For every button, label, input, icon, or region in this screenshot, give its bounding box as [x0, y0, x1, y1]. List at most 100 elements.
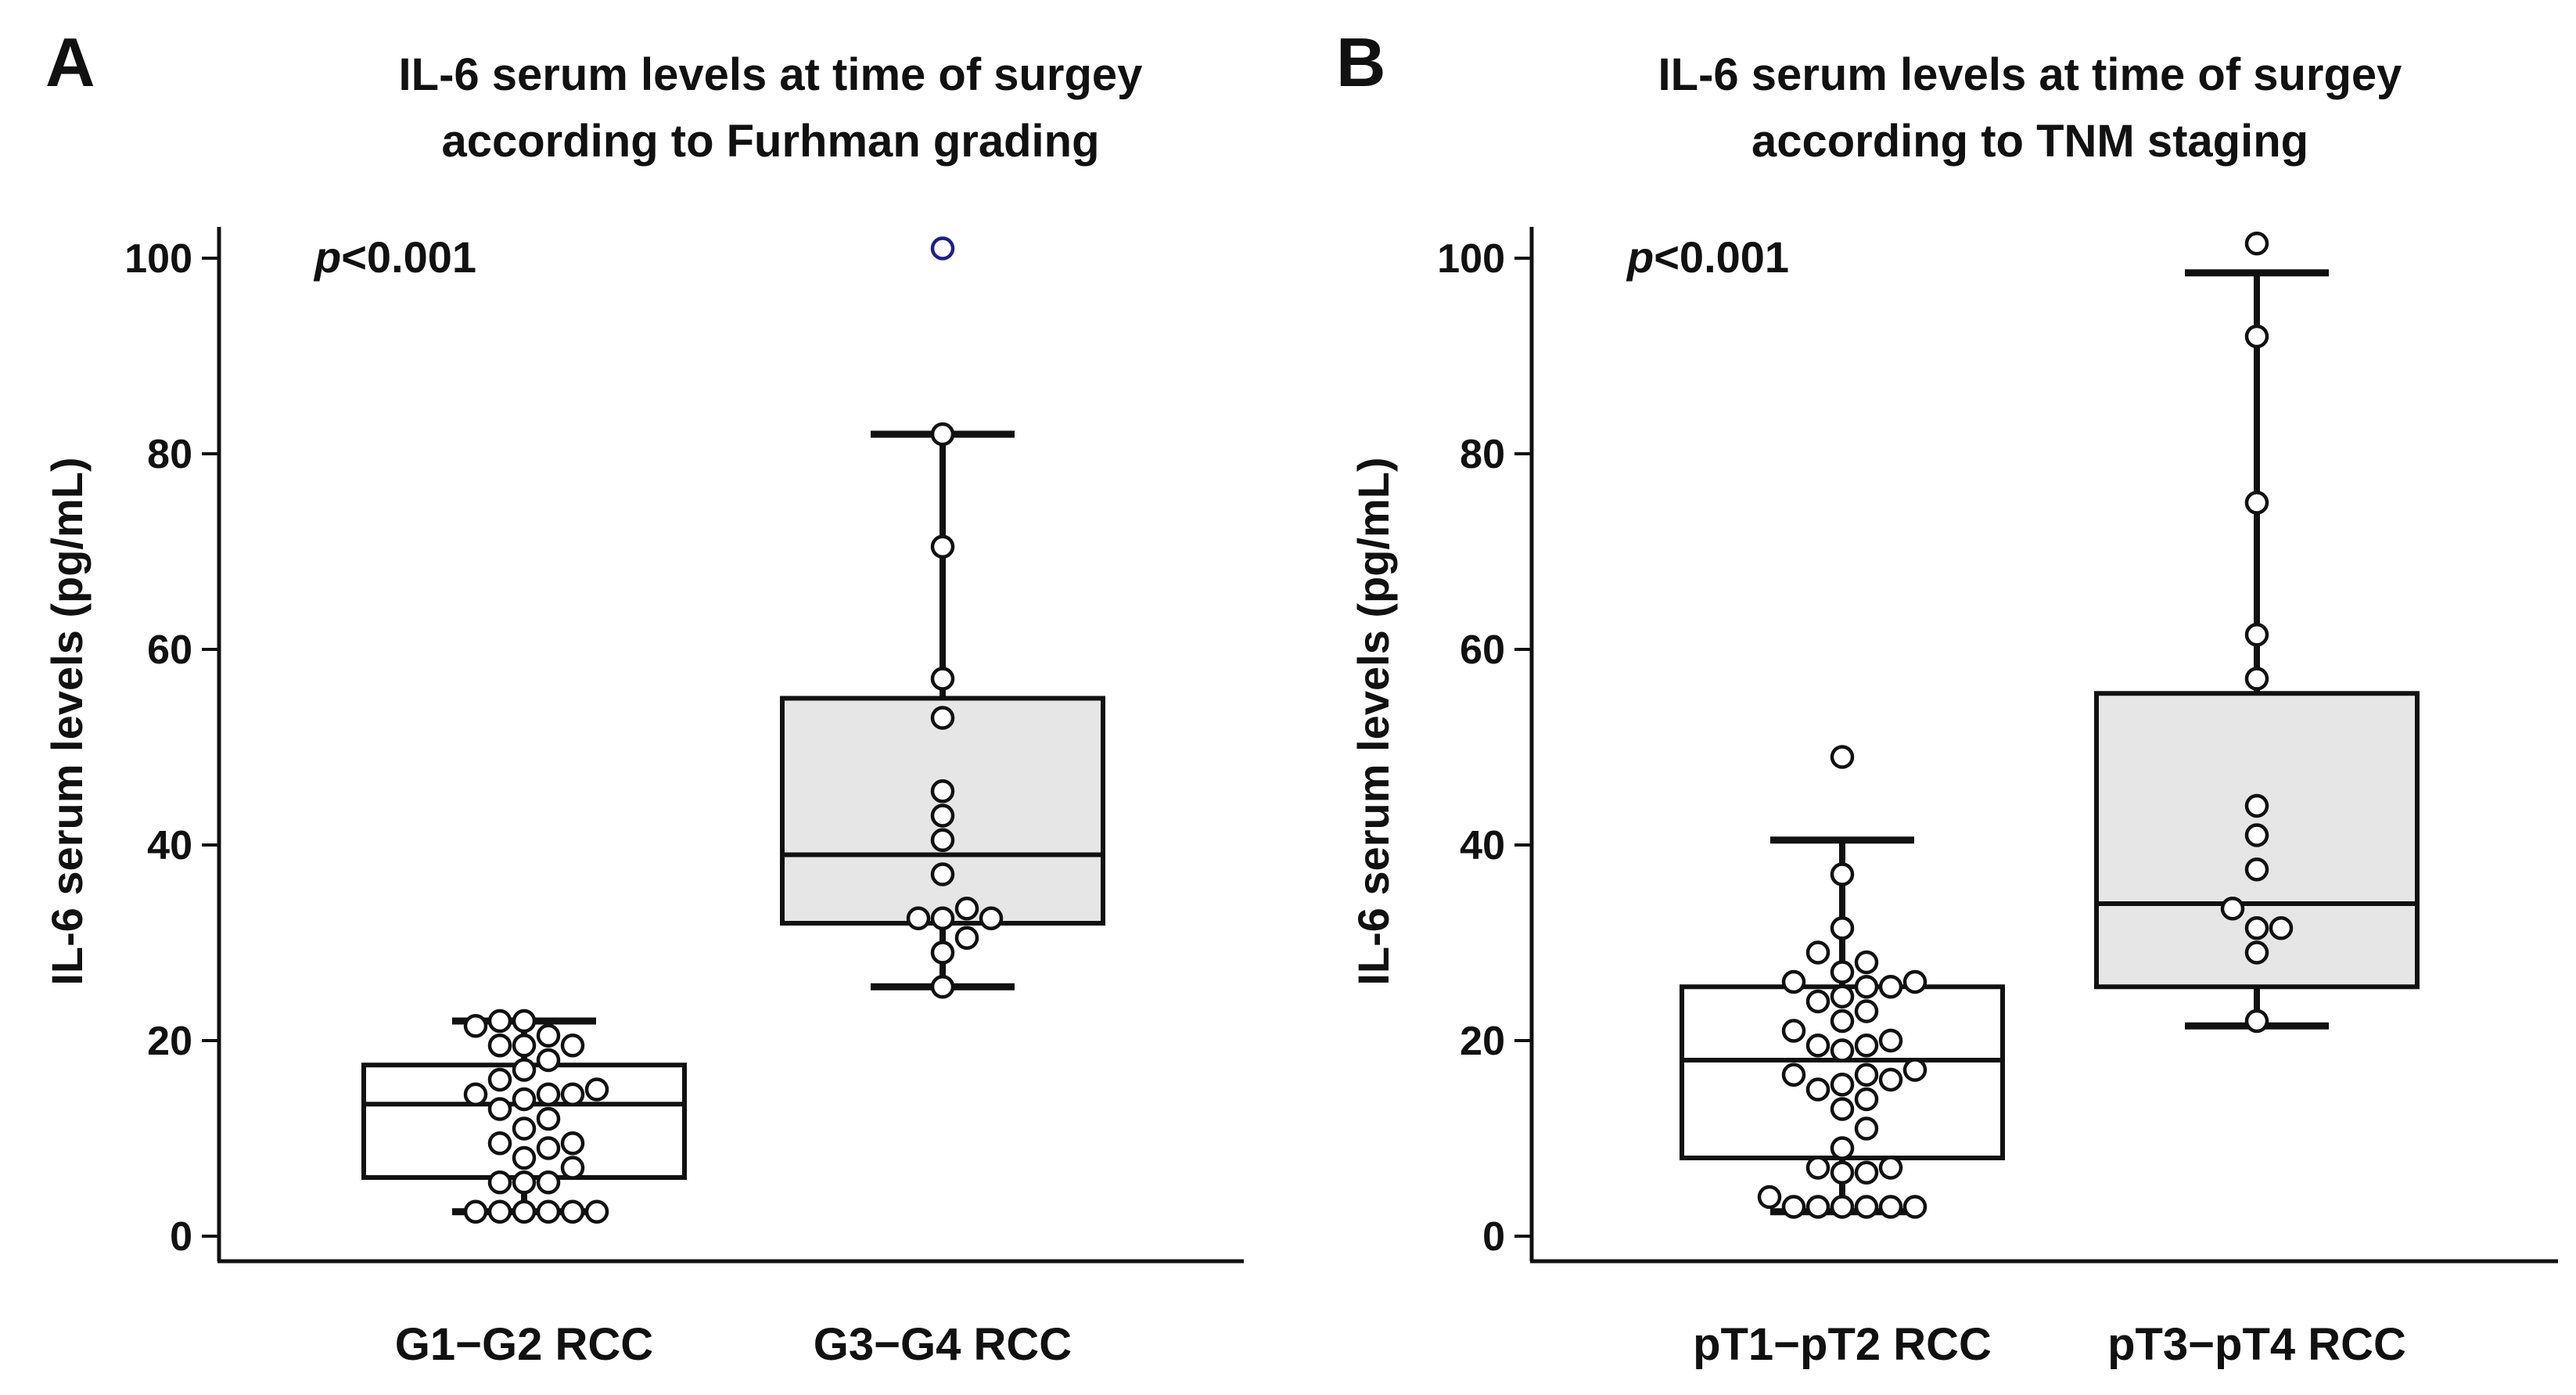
panel-b-data-point — [1805, 940, 1831, 965]
panel-a-title-line-1: IL-6 serum levels at time of surgey — [399, 49, 1143, 100]
panel-b-data-point — [1830, 1073, 1855, 1097]
panel-a-data-point — [463, 1082, 488, 1106]
panel-b-data-point — [2244, 916, 2269, 940]
panel-b-data-point — [1902, 1058, 1928, 1082]
panel-b-data-point — [1854, 1116, 1879, 1141]
panel-b-data-point — [2244, 232, 2269, 256]
panel-a-data-point — [512, 1145, 537, 1170]
panel-b-data-point — [2244, 940, 2269, 965]
panel-b-data-point — [1878, 1067, 1903, 1092]
panel-a-data-point — [536, 1199, 561, 1224]
panel-b-data-point — [1805, 1034, 1831, 1058]
panel-a-data-point — [463, 1014, 488, 1038]
panel-a-y-tick-label: 100 — [124, 236, 192, 282]
panel-a-p-symbol: p — [313, 232, 341, 282]
panel-a-letter: A — [45, 23, 95, 101]
panel-a-p-value: p<0.001 — [313, 232, 476, 282]
panel-a-data-point — [930, 906, 955, 930]
panel-b-data-point — [1854, 1160, 1879, 1185]
panel-b-data-point — [1830, 1160, 1855, 1185]
panel-b-data-point — [1878, 1195, 1903, 1219]
panel-b-title-line-2: according to TNM staging — [1751, 116, 2308, 167]
panel-a-data-point — [930, 779, 955, 804]
panel-b-data-point — [1781, 969, 1806, 994]
panel-b-data-point — [1830, 916, 1855, 940]
panel-a-data-point — [930, 667, 955, 691]
panel-b-data-point — [2244, 793, 2269, 818]
panel-b-data-point — [1781, 1195, 1806, 1219]
panel-a-y-tick-label: 80 — [147, 432, 192, 477]
panel-a-category-label: G1−G2 RCC — [395, 1319, 653, 1370]
panel-a-y-tick-label: 20 — [147, 1019, 192, 1064]
panel-b-data-point — [1902, 969, 1928, 994]
panel-b-data-point — [1830, 862, 1855, 886]
panel-b-data-point — [1830, 1195, 1855, 1219]
panel-a-data-point — [906, 906, 931, 930]
panel-b-data-point — [1854, 975, 1879, 999]
panel-b-category-label: pT1−pT2 RCC — [1693, 1319, 1992, 1370]
panel-b-data-point — [2244, 1008, 2269, 1034]
panel-a-data-point — [512, 1058, 537, 1082]
panel-a-data-point — [536, 1170, 561, 1195]
panel-a-data-point — [560, 1199, 585, 1224]
panel-a-data-point — [930, 828, 955, 852]
panel-b-data-point — [1830, 960, 1855, 984]
panel-a-data-point — [560, 1034, 585, 1058]
panel-b-p-value: p<0.001 — [1626, 232, 1789, 282]
panel-b-data-point — [2244, 623, 2269, 647]
panel-b-data-point — [2220, 897, 2245, 921]
panel-a-data-point — [487, 1067, 512, 1092]
panel-a-data-point — [584, 1199, 609, 1224]
panel-a-y-tick-label: 60 — [147, 627, 192, 673]
panel-b-data-point — [1830, 984, 1855, 1008]
panel-b-data-point — [2244, 857, 2269, 882]
panel-b-data-point — [2269, 916, 2294, 940]
panel-b-data-point — [1902, 1195, 1928, 1219]
panel-a-data-point — [930, 804, 955, 828]
panel-b-data-point — [1878, 1028, 1903, 1053]
panel-b-plot-area: 0 20 40 60 80 100 pT1−pT2 RCC pT3−pT4 RCC — [1437, 227, 2558, 1370]
panel-a-data-point — [954, 897, 979, 921]
panel-b-y-tick-label: 0 — [1482, 1214, 1505, 1260]
panel-a-data-point — [487, 1034, 512, 1058]
panel-a-data-point — [536, 1023, 561, 1048]
panel-a-y-axis-label: IL-6 serum levels (pg/mL) — [42, 457, 92, 985]
panel-b-data-point — [1781, 1019, 1806, 1043]
panel-b-y-tick-label: 40 — [1460, 823, 1505, 868]
panel-b-outlier-point — [1830, 745, 1855, 769]
panel-b-y-tick-label: 60 — [1460, 627, 1505, 673]
panel-a-data-point — [536, 1136, 561, 1160]
panel-b-data-point — [1781, 1062, 1806, 1087]
panel-b-data-point — [2244, 491, 2269, 515]
panel-b-data-point — [1854, 950, 1879, 975]
panel-a-outlier-point — [930, 236, 955, 261]
panel-b-data-point — [1805, 989, 1831, 1014]
panel-b-data-point — [1854, 1195, 1879, 1219]
panel-a-data-point — [487, 1199, 512, 1224]
panel-a-data-point — [463, 1199, 488, 1224]
panel-a-data-point — [930, 422, 955, 447]
panel-b-title-line-1: IL-6 serum levels at time of surgey — [1658, 49, 2402, 100]
panel-b-data-point — [1830, 1008, 1855, 1034]
panel-a: A IL-6 serum levels at time of surgey ac… — [42, 23, 1244, 1370]
panel-b-data-point — [1854, 999, 1879, 1023]
panel-a-data-point — [584, 1077, 609, 1102]
panel-b-y-tick-label: 100 — [1437, 236, 1505, 282]
panel-b-data-point — [1878, 975, 1903, 999]
panel-b-data-point — [2244, 823, 2269, 847]
panel-b-y-tick-label: 80 — [1460, 432, 1505, 477]
panel-a-data-point — [536, 1048, 561, 1073]
panel-b-data-point — [1854, 1062, 1879, 1087]
panel-b-category-label: pT3−pT4 RCC — [2107, 1319, 2406, 1370]
panel-a-data-point — [512, 1034, 537, 1058]
panel-a-data-point — [487, 1131, 512, 1156]
panel-a-data-point — [954, 926, 979, 950]
panel-a-data-point — [930, 940, 955, 965]
panel-b-data-point — [1757, 1185, 1782, 1210]
panel-a-data-point — [536, 1106, 561, 1131]
panel-a-data-point — [487, 1170, 512, 1195]
panel-a-data-point — [560, 1131, 585, 1156]
panel-a-p-text: <0.001 — [341, 232, 476, 282]
panel-a-plot-area: 0 20 40 60 80 100 G1−G2 RCC G3−G4 RCC — [124, 227, 1244, 1370]
panel-a-category-label: G3−G4 RCC — [814, 1319, 1072, 1370]
